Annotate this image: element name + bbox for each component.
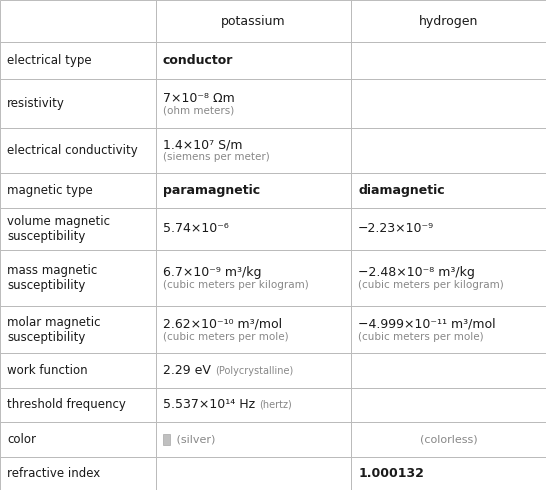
Bar [351,388,546,422]
Bar [156,42,351,79]
Text: (cubic meters per mole): (cubic meters per mole) [163,332,288,342]
Bar [351,353,546,388]
Bar [0,42,156,79]
Bar [0,249,156,306]
Bar [0,0,156,42]
Text: 7×10⁻⁸ Ωm: 7×10⁻⁸ Ωm [163,92,234,105]
Bar [156,0,351,42]
Bar [156,128,351,172]
Text: (silver): (silver) [173,434,215,444]
Bar [351,42,546,79]
Text: −2.48×10⁻⁸ m³/kg: −2.48×10⁻⁸ m³/kg [358,266,475,279]
Bar [351,128,546,172]
Bar [351,457,546,490]
Bar [0,79,156,128]
Bar [156,306,351,353]
Text: electrical conductivity: electrical conductivity [7,144,138,157]
Text: color: color [7,433,36,445]
Text: (siemens per meter): (siemens per meter) [163,152,270,162]
Bar [156,388,351,422]
Text: refractive index: refractive index [7,467,100,480]
Bar [0,422,156,457]
Text: mass magnetic
susceptibility: mass magnetic susceptibility [7,264,97,292]
Text: volume magnetic
susceptibility: volume magnetic susceptibility [7,215,110,243]
Bar [0,306,156,353]
Text: hydrogen: hydrogen [419,15,478,27]
Bar [351,79,546,128]
Bar [156,422,351,457]
Text: (hertz): (hertz) [259,400,292,410]
Bar [351,422,546,457]
Bar [163,434,170,444]
Bar [156,207,351,249]
Text: potassium: potassium [221,15,286,27]
Text: (cubic meters per mole): (cubic meters per mole) [358,332,484,342]
Text: conductor: conductor [163,54,233,67]
Bar [156,172,351,207]
Bar [0,128,156,172]
Bar [0,353,156,388]
Bar [0,388,156,422]
Bar [156,457,351,490]
Text: (cubic meters per kilogram): (cubic meters per kilogram) [163,280,308,290]
Text: molar magnetic
susceptibility: molar magnetic susceptibility [7,316,100,344]
Text: diamagnetic: diamagnetic [358,184,445,196]
Text: (Polycrystalline): (Polycrystalline) [215,366,293,376]
Text: 6.7×10⁻⁹ m³/kg: 6.7×10⁻⁹ m³/kg [163,266,261,279]
Bar [351,249,546,306]
Text: 5.74×10⁻⁶: 5.74×10⁻⁶ [163,222,228,235]
Text: work function: work function [7,365,88,377]
Text: magnetic type: magnetic type [7,184,93,196]
Text: 1.4×10⁷ S/m: 1.4×10⁷ S/m [163,139,242,151]
Text: paramagnetic: paramagnetic [163,184,260,196]
Bar [351,172,546,207]
Text: 2.29 eV: 2.29 eV [163,365,211,377]
Text: (ohm meters): (ohm meters) [163,106,234,116]
Text: resistivity: resistivity [7,97,65,110]
Bar [351,306,546,353]
Bar [0,172,156,207]
Text: (cubic meters per kilogram): (cubic meters per kilogram) [358,280,504,290]
Text: (colorless): (colorless) [420,434,477,444]
Bar [0,207,156,249]
Text: 5.537×10¹⁴ Hz: 5.537×10¹⁴ Hz [163,398,255,412]
Bar [156,79,351,128]
Bar [351,207,546,249]
Text: 2.62×10⁻¹⁰ m³/mol: 2.62×10⁻¹⁰ m³/mol [163,318,282,331]
Text: 1.000132: 1.000132 [358,467,424,480]
Text: threshold frequency: threshold frequency [7,398,126,412]
Bar [156,353,351,388]
Bar [156,249,351,306]
Bar [351,0,546,42]
Bar [0,457,156,490]
Text: electrical type: electrical type [7,54,92,67]
Text: −2.23×10⁻⁹: −2.23×10⁻⁹ [358,222,434,235]
Text: −4.999×10⁻¹¹ m³/mol: −4.999×10⁻¹¹ m³/mol [358,318,496,331]
